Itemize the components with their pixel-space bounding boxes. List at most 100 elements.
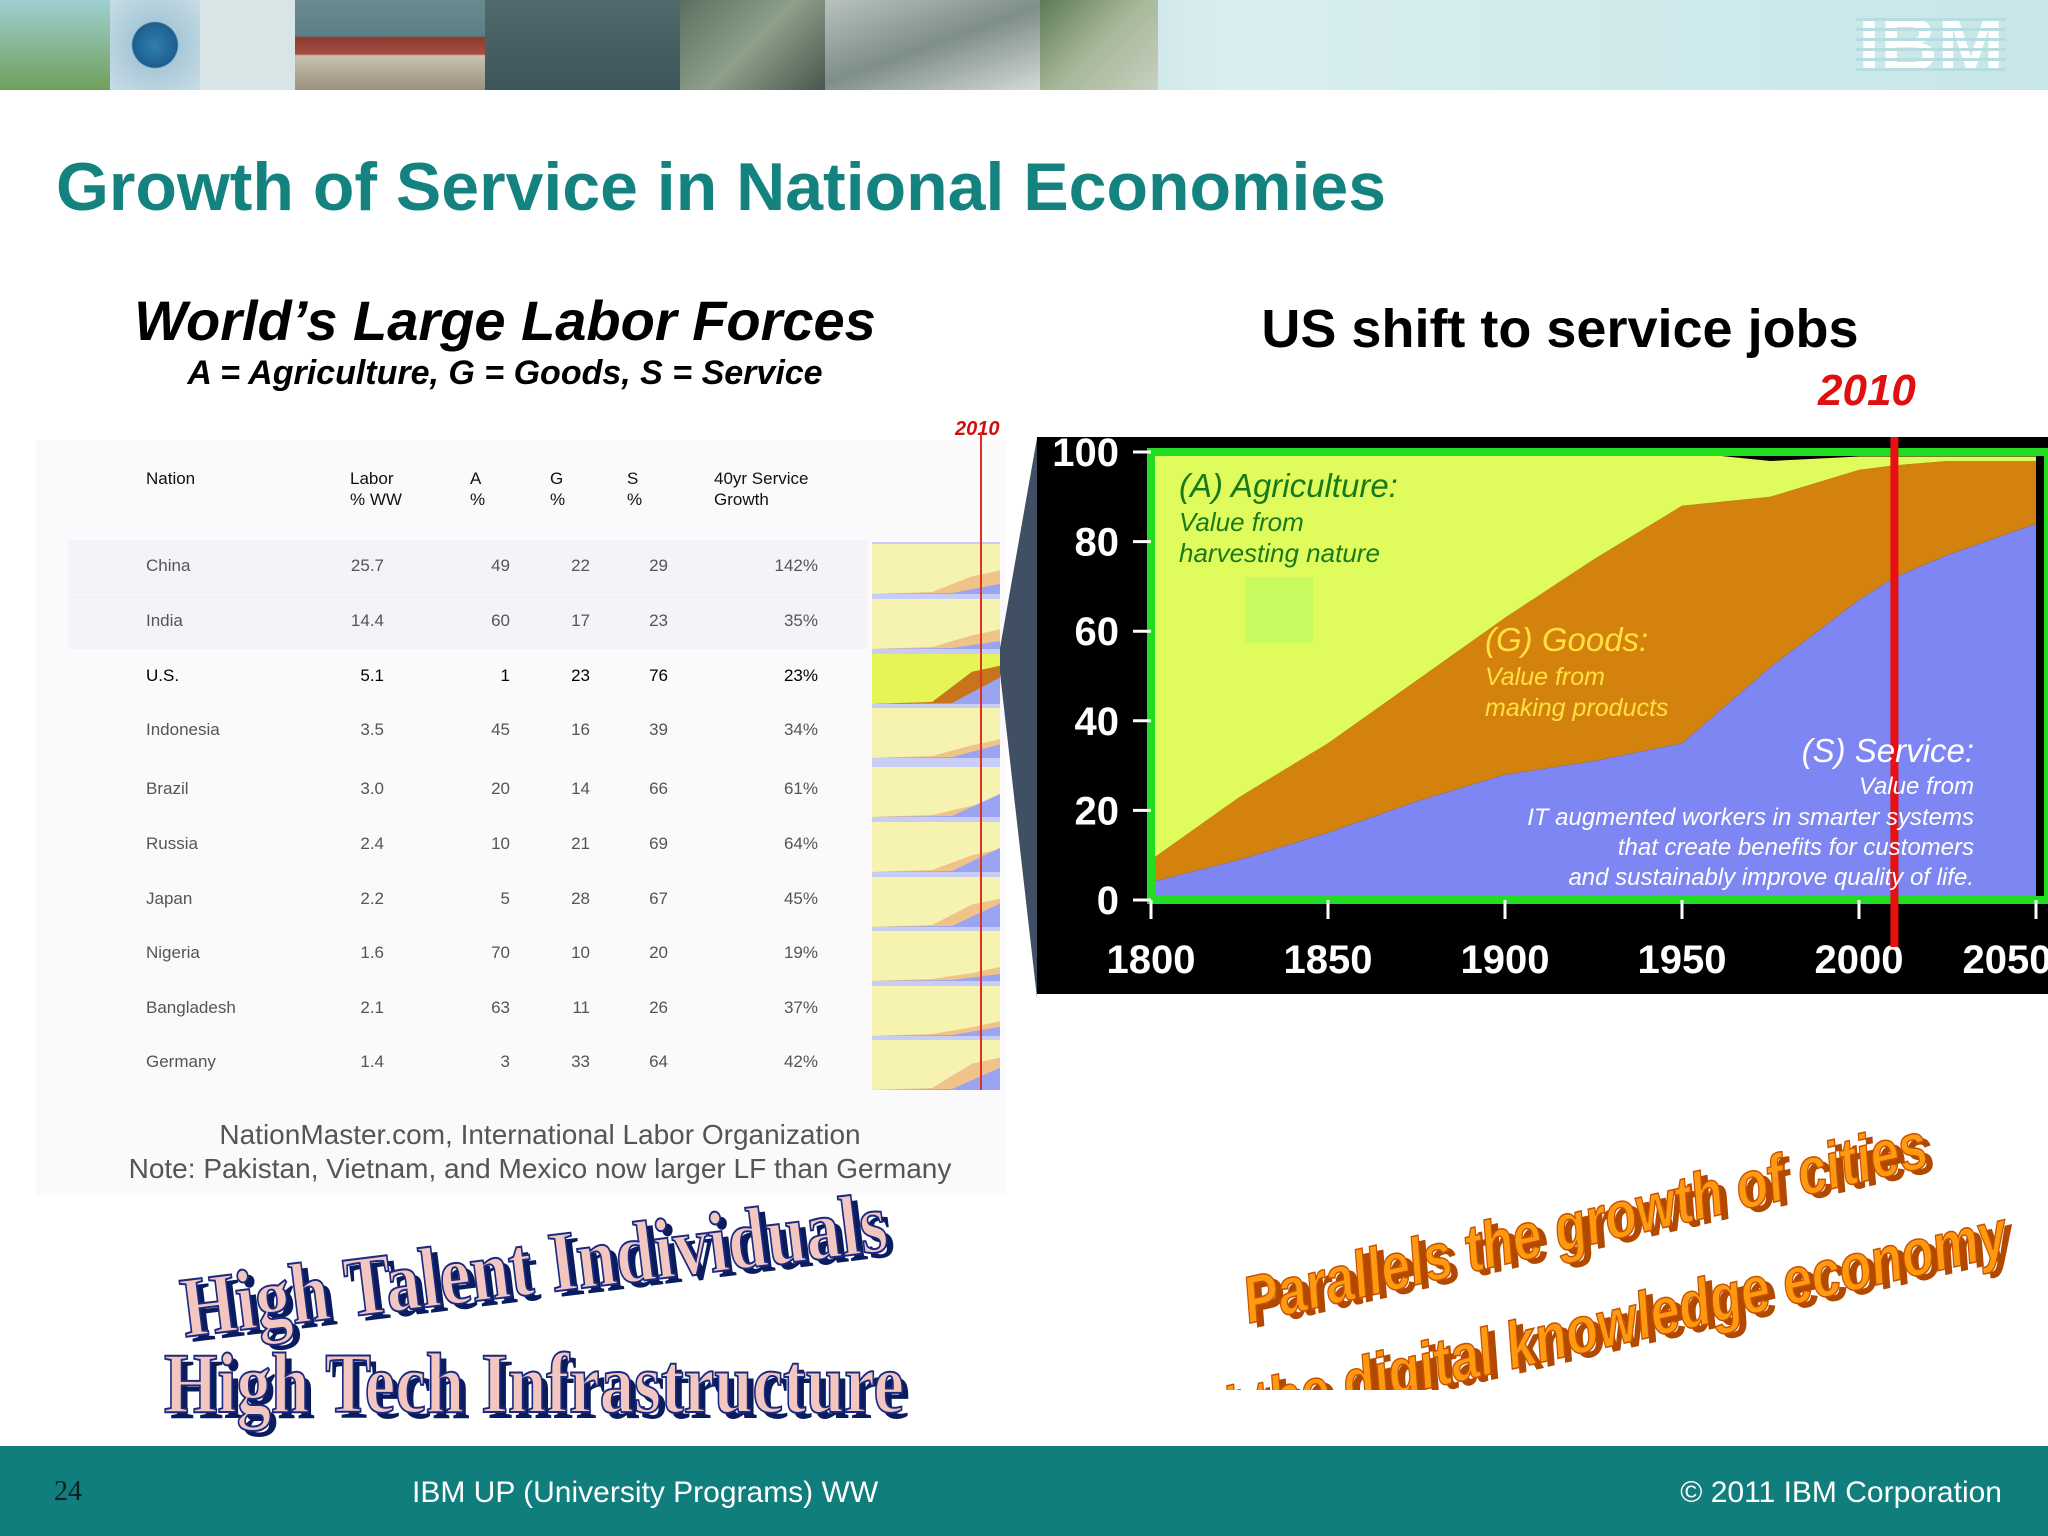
banner-image-aerial	[680, 0, 825, 90]
cell-nation: Bangladesh	[146, 998, 236, 1017]
table-row: Bangladesh 2.1 63 11 26 37%	[68, 982, 868, 1036]
table-row: India 14.4 60 17 23 35%	[68, 595, 868, 649]
cell-a: 20	[491, 779, 510, 798]
goods-label-line2: making products	[1485, 694, 1668, 722]
cell-g: 16	[571, 720, 590, 739]
wordart-line2: High Tech Infrastructure	[164, 1335, 904, 1431]
x-tick-label: 2050	[1963, 938, 2048, 982]
cell-nation: U.S.	[146, 666, 180, 685]
table-row: Germany 1.4 3 33 64 42%	[68, 1036, 868, 1090]
table-2010-marker-line	[980, 432, 982, 1090]
cell-labor: 2.1	[360, 998, 384, 1017]
cell-growth: 45%	[783, 889, 818, 908]
footer-copyright: © 2011 IBM Corporation	[1680, 1476, 2002, 1509]
table-row: Russia 2.4 10 21 69 64%	[68, 818, 868, 872]
table-row: Indonesia 3.5 45 16 39 34%	[68, 704, 868, 758]
cell-s: 20	[649, 943, 668, 962]
cell-a: 49	[491, 556, 510, 575]
x-tick-label: 2000	[1815, 938, 1904, 982]
agriculture-label-line2: harvesting nature	[1179, 538, 1380, 568]
goods-label: (G) Goods: Value from making products	[1485, 621, 1668, 722]
table-row: Brazil 3.0 20 14 66 61%	[68, 763, 868, 817]
cell-g: 33	[571, 1052, 590, 1071]
cell-a: 1	[500, 666, 510, 685]
table-row: Nigeria 1.6 70 10 20 19%	[68, 927, 868, 981]
sparkline-thumbnail	[872, 599, 1000, 649]
cell-g: 22	[571, 556, 590, 575]
service-label-line1: Value from	[1859, 773, 1974, 800]
area-series	[1151, 523, 2036, 900]
page-number: 24	[54, 1476, 82, 1507]
cell-s: 67	[649, 889, 668, 908]
cell-g: 11	[572, 998, 590, 1017]
cell-s: 26	[649, 998, 668, 1017]
cell-a: 63	[491, 998, 510, 1017]
cell-labor: 1.4	[360, 1052, 384, 1071]
y-tick-label: 40	[1075, 700, 1120, 744]
header-banner: IBM	[0, 0, 2048, 90]
wordart-line1: High Talent Individuals	[176, 1180, 892, 1356]
table-row: U.S. 5.1 1 23 76 23%	[68, 650, 868, 704]
cell-s: 76	[649, 666, 668, 685]
cell-s: 29	[649, 556, 668, 575]
cell-g: 14	[571, 779, 590, 798]
cell-s: 69	[649, 834, 668, 853]
y-tick-label: 80	[1075, 521, 1120, 565]
table-row: China 25.7 49 22 29 142%	[68, 540, 868, 594]
sparkline-column	[872, 542, 1000, 1090]
col-header-s: S %	[627, 469, 643, 509]
cell-nation: Brazil	[146, 779, 189, 798]
wordart-high-talent: High Talent Individuals High Talent Indi…	[160, 1173, 940, 1450]
cell-a: 45	[491, 720, 510, 739]
y-tick-label: 100	[1052, 437, 1119, 475]
cell-growth: 37%	[783, 998, 818, 1017]
y-tick-label: 60	[1075, 610, 1120, 654]
cell-nation: Nigeria	[146, 943, 200, 962]
labor-forces-heading: World’s Large Labor Forces	[134, 289, 876, 352]
sparkline-thumbnail	[872, 767, 1000, 817]
goods-label-line1: Value from	[1485, 663, 1605, 691]
slide-title: Growth of Service in National Economies	[56, 149, 1387, 225]
us-service-heading: US shift to service jobs	[1261, 299, 1859, 359]
agriculture-label-title: (A) Agriculture:	[1179, 467, 1398, 504]
col-header-service-growth: 40yr Service Growth	[714, 469, 809, 509]
col-header-labor: Labor % WW	[350, 469, 402, 509]
cell-g: 10	[571, 943, 590, 962]
banner-image-tree	[0, 0, 110, 90]
service-label-line3: that create benefits for customers	[1618, 834, 1974, 861]
cell-growth: 61%	[783, 779, 818, 798]
labor-forces-legend: A = Agriculture, G = Goods, S = Service	[187, 354, 823, 392]
cell-labor: 3.5	[360, 720, 384, 739]
ibm-logo: IBM	[1856, 3, 2006, 86]
banner-image-globe	[110, 0, 200, 90]
x-tick-label: 1850	[1284, 938, 1373, 982]
cell-a: 3	[500, 1052, 510, 1071]
cell-nation: Russia	[146, 834, 198, 853]
cell-nation: India	[146, 611, 183, 630]
cell-g: 21	[571, 834, 590, 853]
col-header-g: G %	[550, 469, 566, 509]
source-line-1: NationMaster.com, International Labor Or…	[219, 1119, 861, 1150]
chart-plot-border	[1147, 448, 2048, 904]
y-tick-label: 0	[1097, 879, 1119, 923]
cell-a: 60	[491, 611, 510, 630]
sparkline-thumbnail	[872, 708, 1000, 758]
col-header-a: A %	[470, 469, 486, 509]
us-labor-area-chart: 0 20 40 60 80 100 1800 1850 1900 1950 2000 2050 (A)…	[1037, 407, 2048, 994]
cell-s: 23	[649, 611, 668, 630]
cell-s: 66	[649, 779, 668, 798]
wordart-line2-shadow: High Tech Infrastructure	[170, 1341, 910, 1437]
y-tick-label: 20	[1075, 789, 1120, 833]
sparkline-thumbnail	[872, 1040, 1000, 1090]
banner-image-panel	[485, 0, 680, 90]
chart-highlight-square	[1245, 577, 1313, 643]
cell-labor: 2.4	[360, 834, 384, 853]
cell-labor: 3.0	[360, 779, 384, 798]
cell-a: 70	[491, 943, 510, 962]
cell-growth: 35%	[783, 611, 818, 630]
cell-g: 28	[571, 889, 590, 908]
cell-labor: 25.7	[350, 556, 384, 575]
area-series	[1151, 461, 2036, 883]
service-label-line4: and sustainably improve quality of life.	[1568, 864, 1974, 891]
chart-2010-marker-label: 2010	[1818, 366, 1916, 415]
